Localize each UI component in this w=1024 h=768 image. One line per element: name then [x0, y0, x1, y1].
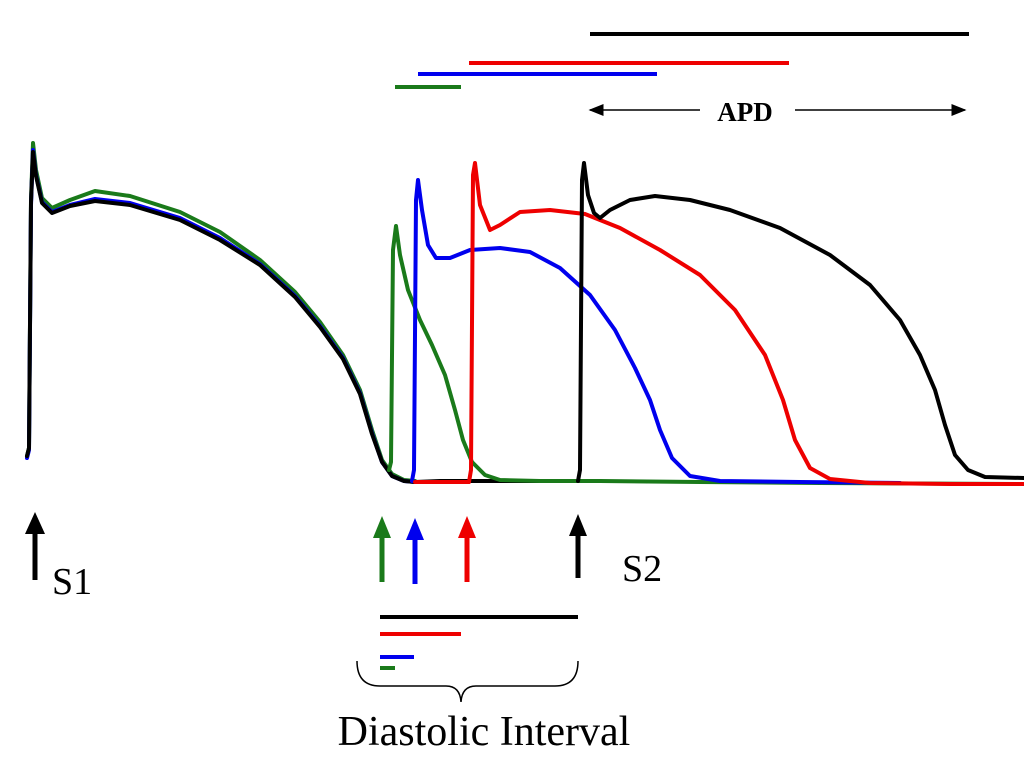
s1-trace-black [25, 150, 582, 484]
blue-stimulus-arrow [406, 518, 424, 584]
s1-label: S1 [52, 561, 92, 603]
diastolic-interval-bars [380, 615, 578, 670]
s1-trace-green [25, 141, 417, 483]
diastolic-interval-label: Diastolic Interval [338, 709, 631, 755]
apd-indicator: APD [588, 97, 967, 127]
blue-trace [410, 178, 902, 485]
red-trace [413, 161, 1024, 486]
apd-bars [395, 32, 969, 89]
s2-arrow [569, 514, 587, 578]
traces [25, 141, 1024, 486]
black-trace [576, 161, 1024, 483]
s1-trace-blue [25, 148, 417, 484]
green-trace [387, 224, 1024, 486]
s2-label: S2 [622, 548, 662, 590]
diastolic-interval-brace [356, 660, 579, 703]
green-stimulus-arrow [373, 516, 391, 582]
apd-label: APD [717, 97, 773, 127]
s1-arrow [25, 512, 45, 580]
stimulus-arrows [25, 512, 587, 584]
red-stimulus-arrow [458, 516, 476, 582]
